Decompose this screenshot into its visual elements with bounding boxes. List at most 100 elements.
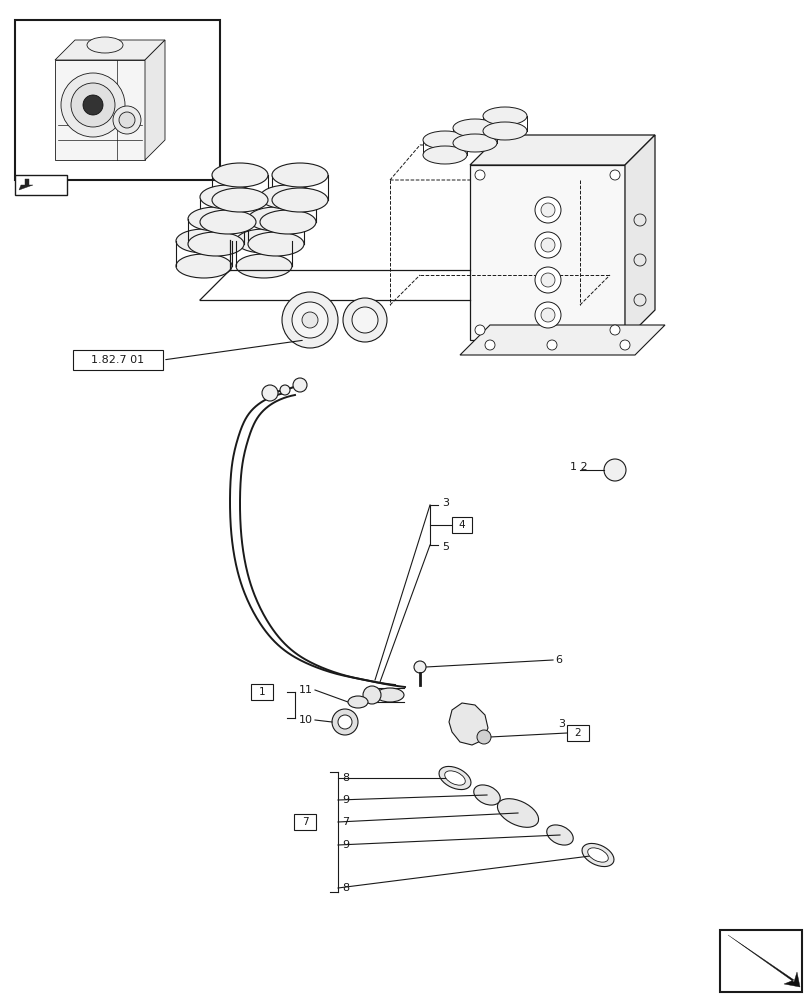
Text: 10: 10 <box>298 715 312 725</box>
Circle shape <box>534 267 560 293</box>
Ellipse shape <box>497 799 538 827</box>
Polygon shape <box>19 179 33 190</box>
Polygon shape <box>470 165 624 340</box>
Circle shape <box>547 340 556 350</box>
Bar <box>294 814 315 830</box>
Ellipse shape <box>439 766 470 790</box>
Circle shape <box>476 730 491 744</box>
Circle shape <box>534 197 560 223</box>
Ellipse shape <box>581 843 613 867</box>
Ellipse shape <box>200 210 255 234</box>
Text: 8: 8 <box>341 773 349 783</box>
Ellipse shape <box>260 210 315 234</box>
Ellipse shape <box>587 848 607 862</box>
Text: 4: 4 <box>458 520 465 530</box>
Bar <box>566 725 588 741</box>
Polygon shape <box>55 40 165 60</box>
Ellipse shape <box>200 185 255 209</box>
Circle shape <box>302 312 318 328</box>
Ellipse shape <box>87 37 122 53</box>
Circle shape <box>540 308 554 322</box>
Ellipse shape <box>453 119 496 137</box>
Polygon shape <box>470 135 654 165</box>
Text: 2: 2 <box>574 728 581 738</box>
Circle shape <box>61 73 125 137</box>
Circle shape <box>414 661 426 673</box>
Circle shape <box>119 112 135 128</box>
Circle shape <box>262 385 277 401</box>
Circle shape <box>633 254 646 266</box>
Ellipse shape <box>473 785 500 805</box>
Circle shape <box>474 325 484 335</box>
Bar <box>15 20 220 180</box>
Polygon shape <box>55 60 145 160</box>
Bar <box>15 175 67 195</box>
Text: 9: 9 <box>341 795 349 805</box>
Ellipse shape <box>188 207 243 231</box>
Ellipse shape <box>212 188 268 212</box>
Circle shape <box>633 294 646 306</box>
Bar <box>719 930 801 992</box>
Text: 3: 3 <box>441 498 448 508</box>
Circle shape <box>540 273 554 287</box>
Circle shape <box>534 232 560 258</box>
Polygon shape <box>448 703 487 745</box>
Circle shape <box>534 302 560 328</box>
Circle shape <box>337 715 351 729</box>
Circle shape <box>620 340 629 350</box>
Ellipse shape <box>423 131 466 149</box>
Ellipse shape <box>272 188 328 212</box>
Ellipse shape <box>260 185 315 209</box>
Circle shape <box>280 385 290 395</box>
Text: 7: 7 <box>302 817 308 827</box>
Circle shape <box>281 292 337 348</box>
Circle shape <box>342 298 387 342</box>
Ellipse shape <box>236 229 292 253</box>
Ellipse shape <box>247 232 303 256</box>
Circle shape <box>292 302 328 338</box>
Text: 3: 3 <box>557 719 564 729</box>
Polygon shape <box>727 935 799 987</box>
Text: 9: 9 <box>341 840 349 850</box>
Circle shape <box>293 378 307 392</box>
Ellipse shape <box>483 107 526 125</box>
Circle shape <box>484 340 495 350</box>
Polygon shape <box>460 325 664 355</box>
Circle shape <box>603 459 625 481</box>
Text: 5: 5 <box>441 542 448 552</box>
Circle shape <box>633 214 646 226</box>
Circle shape <box>609 170 620 180</box>
Text: 7: 7 <box>341 817 349 827</box>
Ellipse shape <box>176 254 232 278</box>
Circle shape <box>474 170 484 180</box>
Circle shape <box>363 686 380 704</box>
Circle shape <box>71 83 115 127</box>
Ellipse shape <box>375 688 404 702</box>
Ellipse shape <box>423 146 466 164</box>
Circle shape <box>609 325 620 335</box>
Ellipse shape <box>188 232 243 256</box>
Bar <box>251 684 272 700</box>
Text: 11: 11 <box>298 685 312 695</box>
Ellipse shape <box>348 696 367 708</box>
Polygon shape <box>145 40 165 160</box>
Ellipse shape <box>176 229 232 253</box>
Ellipse shape <box>483 122 526 140</box>
Circle shape <box>540 238 554 252</box>
Ellipse shape <box>212 163 268 187</box>
Polygon shape <box>624 135 654 340</box>
Bar <box>452 517 471 533</box>
Ellipse shape <box>247 207 303 231</box>
Circle shape <box>113 106 141 134</box>
Ellipse shape <box>236 254 292 278</box>
Text: 6: 6 <box>554 655 561 665</box>
Ellipse shape <box>444 771 465 785</box>
Text: 1.82.7 01: 1.82.7 01 <box>92 355 144 365</box>
Circle shape <box>351 307 378 333</box>
Bar <box>73 350 163 370</box>
Ellipse shape <box>453 134 496 152</box>
Circle shape <box>540 203 554 217</box>
Circle shape <box>83 95 103 115</box>
Ellipse shape <box>272 163 328 187</box>
Text: 1 2: 1 2 <box>569 462 587 472</box>
